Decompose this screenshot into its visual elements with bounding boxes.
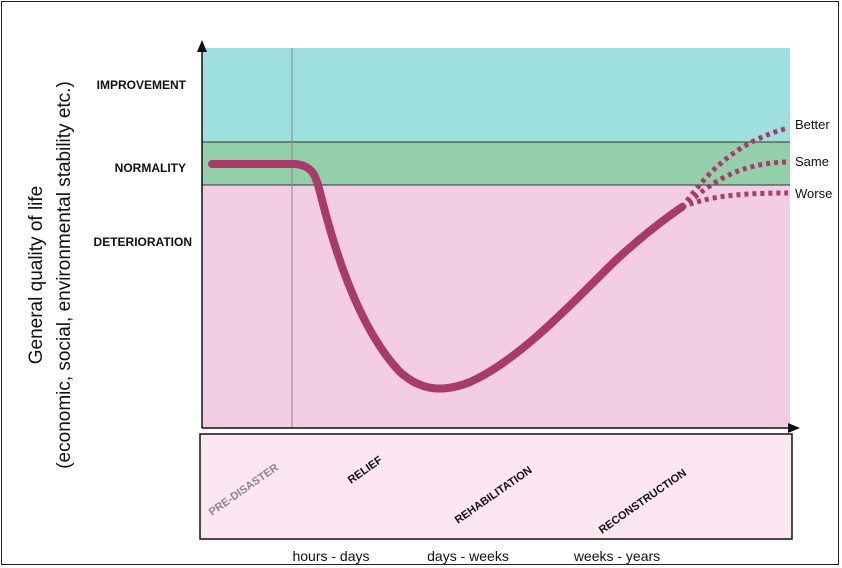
improvement-label: IMPROVEMENT xyxy=(97,78,187,92)
time-label-days-weeks: days - weeks xyxy=(427,548,509,564)
same-label: Same xyxy=(795,154,829,169)
x-axis-arrow xyxy=(788,423,800,433)
time-label-hours-days: hours - days xyxy=(292,548,369,564)
worse-label: Worse xyxy=(795,186,832,201)
time-label-weeks-years: weeks - years xyxy=(573,548,660,564)
deterioration-label: DETERIORATION xyxy=(94,235,192,249)
quality-of-life-curve xyxy=(208,160,686,393)
same-outcome-path xyxy=(680,159,789,210)
y-axis-label-line2: (economic, social, environmental stabili… xyxy=(54,81,75,469)
phase-box xyxy=(199,433,793,540)
y-axis-arrow xyxy=(197,40,207,52)
deterioration-band xyxy=(202,185,790,428)
worse-outcome-path xyxy=(681,190,789,210)
better-label: Better xyxy=(795,117,830,132)
improvement-band xyxy=(202,48,790,142)
normality-label: NORMALITY xyxy=(115,161,186,175)
y-axis-label-line1: General quality of life xyxy=(26,186,47,365)
